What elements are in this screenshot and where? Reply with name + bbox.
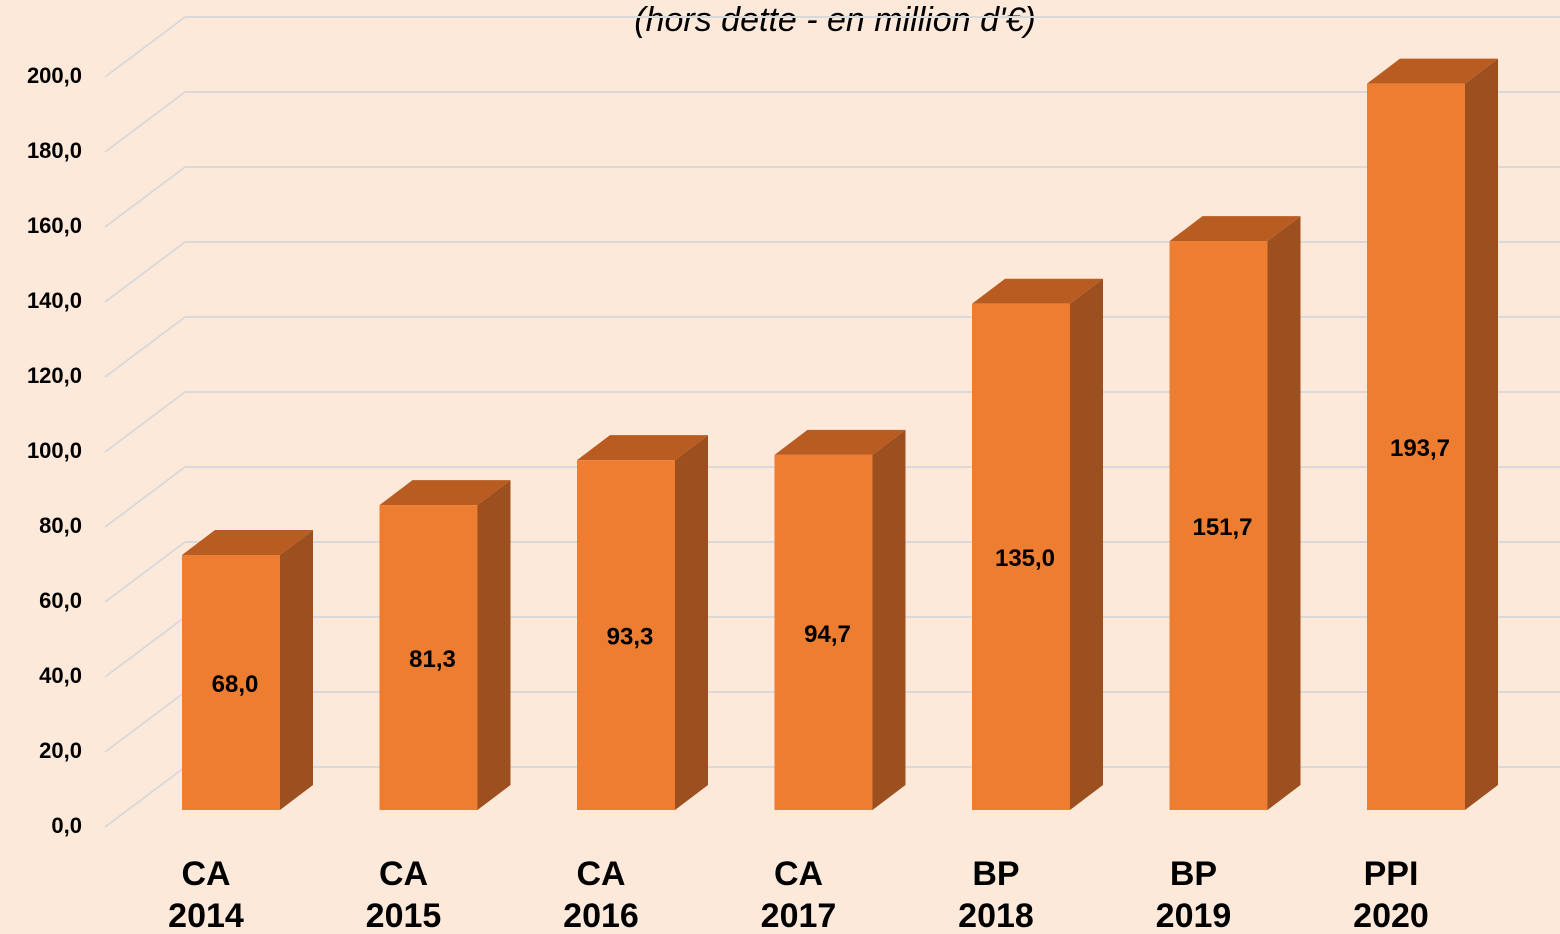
bar-front	[972, 303, 1070, 810]
grid-line	[104, 91, 186, 153]
bar-front	[1367, 83, 1465, 810]
x-tick-label: CA 2016	[563, 855, 639, 934]
bar-front	[774, 454, 873, 810]
value-label: 68,0	[212, 671, 259, 698]
grid-line	[104, 616, 186, 678]
value-label: 94,7	[804, 621, 851, 648]
bar	[972, 278, 1103, 810]
bar-top	[577, 435, 708, 461]
bar-side	[280, 530, 313, 810]
grid-line	[104, 316, 186, 378]
y-tick-label: 0,0	[51, 813, 82, 838]
bar-side	[1267, 216, 1301, 810]
bar	[379, 480, 511, 810]
value-label: 151,7	[1192, 514, 1252, 541]
x-tick-label: CA 2015	[366, 855, 442, 934]
bar	[774, 429, 906, 810]
bar	[1169, 216, 1301, 810]
bar-front	[577, 460, 675, 810]
value-label: 193,7	[1390, 435, 1450, 462]
y-tick-label: 60,0	[39, 588, 82, 613]
bar-top	[774, 429, 906, 455]
bar-side	[675, 435, 708, 810]
y-tick-label: 100,0	[27, 438, 82, 463]
x-tick-label: BP 2018	[958, 855, 1034, 934]
y-tick-label: 40,0	[39, 663, 82, 688]
x-tick-label: CA 2014	[168, 855, 244, 934]
y-tick-label: 120,0	[27, 363, 82, 388]
grid-line	[104, 466, 186, 528]
grid-line	[104, 16, 186, 78]
bar	[1367, 58, 1498, 810]
bar-front	[1169, 241, 1268, 810]
bar-front	[379, 505, 478, 810]
y-tick-label: 200,0	[27, 63, 82, 88]
x-tick-label: CA 2017	[761, 855, 837, 934]
bar-side	[477, 480, 511, 810]
bar-side	[1465, 58, 1498, 810]
bar-top	[972, 278, 1103, 304]
grid-line	[104, 391, 186, 453]
y-tick-label: 20,0	[39, 738, 82, 763]
grid-line	[104, 691, 186, 753]
grid-line	[104, 166, 186, 228]
bar-side	[872, 429, 906, 810]
bar-top	[1367, 58, 1498, 84]
y-tick-label: 140,0	[27, 288, 82, 313]
x-tick-label: PPI 2020	[1353, 855, 1429, 934]
bar-top	[182, 530, 313, 555]
x-tick-label: BP 2019	[1156, 855, 1232, 934]
y-tick-label: 80,0	[39, 513, 82, 538]
value-label: 135,0	[995, 545, 1055, 572]
grid-line	[104, 541, 186, 603]
y-tick-label: 180,0	[27, 138, 82, 163]
value-label: 93,3	[607, 623, 654, 650]
bar	[577, 435, 708, 810]
grid-line	[104, 766, 186, 828]
bar-top	[1169, 216, 1301, 242]
bar	[182, 530, 313, 810]
grid-line	[104, 241, 186, 303]
chart-title: (hors dette - en million d'€)	[634, 1, 1035, 39]
y-tick-label: 160,0	[27, 213, 82, 238]
bar-side	[1070, 278, 1103, 810]
bar-front	[182, 555, 280, 810]
bar-top	[379, 480, 511, 506]
value-label: 81,3	[409, 646, 456, 673]
